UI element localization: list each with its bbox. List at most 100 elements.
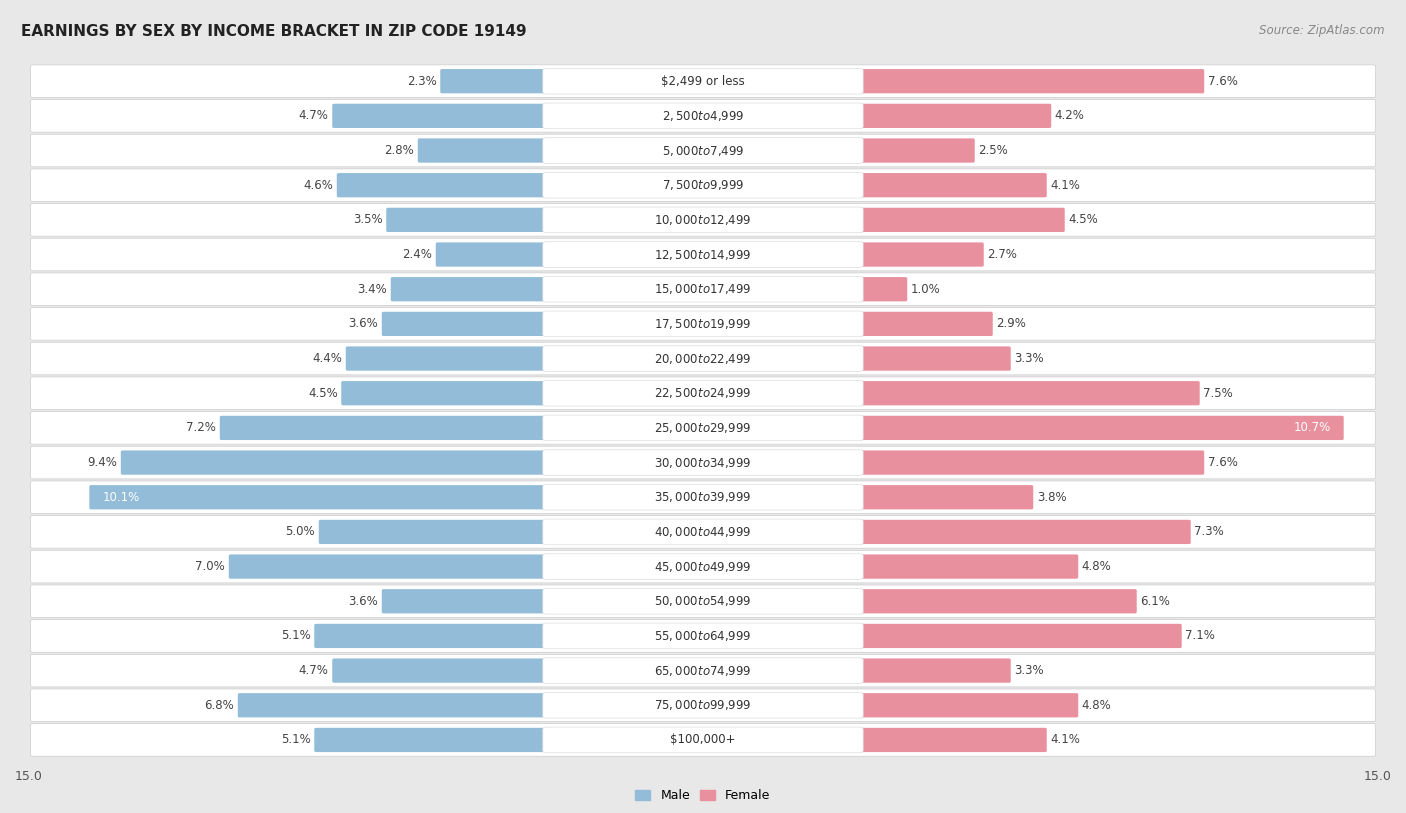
FancyBboxPatch shape bbox=[543, 103, 863, 128]
FancyBboxPatch shape bbox=[31, 585, 1375, 618]
FancyBboxPatch shape bbox=[315, 624, 547, 648]
FancyBboxPatch shape bbox=[543, 519, 863, 545]
FancyBboxPatch shape bbox=[859, 624, 1181, 648]
FancyBboxPatch shape bbox=[543, 623, 863, 649]
FancyBboxPatch shape bbox=[543, 485, 863, 510]
Text: $40,000 to $44,999: $40,000 to $44,999 bbox=[654, 525, 752, 539]
FancyBboxPatch shape bbox=[31, 620, 1375, 652]
Text: 6.8%: 6.8% bbox=[204, 699, 235, 711]
FancyBboxPatch shape bbox=[543, 241, 863, 267]
FancyBboxPatch shape bbox=[859, 693, 1078, 717]
Text: 7.0%: 7.0% bbox=[195, 560, 225, 573]
FancyBboxPatch shape bbox=[543, 68, 863, 94]
FancyBboxPatch shape bbox=[31, 134, 1375, 167]
FancyBboxPatch shape bbox=[90, 485, 547, 510]
Text: 3.3%: 3.3% bbox=[1014, 664, 1045, 677]
FancyBboxPatch shape bbox=[31, 411, 1375, 444]
Text: 1.0%: 1.0% bbox=[911, 283, 941, 296]
FancyBboxPatch shape bbox=[543, 693, 863, 718]
FancyBboxPatch shape bbox=[418, 138, 547, 163]
Text: 4.5%: 4.5% bbox=[1069, 213, 1098, 226]
Text: 4.7%: 4.7% bbox=[299, 110, 329, 122]
Text: $45,000 to $49,999: $45,000 to $49,999 bbox=[654, 559, 752, 574]
Text: $22,500 to $24,999: $22,500 to $24,999 bbox=[654, 386, 752, 400]
FancyBboxPatch shape bbox=[31, 203, 1375, 236]
Text: 2.5%: 2.5% bbox=[979, 144, 1008, 157]
Text: 4.7%: 4.7% bbox=[299, 664, 329, 677]
FancyBboxPatch shape bbox=[31, 481, 1375, 514]
FancyBboxPatch shape bbox=[859, 242, 984, 267]
FancyBboxPatch shape bbox=[31, 446, 1375, 479]
FancyBboxPatch shape bbox=[31, 307, 1375, 340]
FancyBboxPatch shape bbox=[337, 173, 547, 198]
Text: 4.4%: 4.4% bbox=[312, 352, 342, 365]
FancyBboxPatch shape bbox=[31, 273, 1375, 306]
FancyBboxPatch shape bbox=[859, 589, 1136, 613]
FancyBboxPatch shape bbox=[543, 137, 863, 163]
Text: 4.8%: 4.8% bbox=[1081, 560, 1112, 573]
Text: EARNINGS BY SEX BY INCOME BRACKET IN ZIP CODE 19149: EARNINGS BY SEX BY INCOME BRACKET IN ZIP… bbox=[21, 24, 527, 39]
Text: 3.5%: 3.5% bbox=[353, 213, 382, 226]
FancyBboxPatch shape bbox=[859, 104, 1052, 128]
Text: 7.1%: 7.1% bbox=[1185, 629, 1215, 642]
FancyBboxPatch shape bbox=[543, 380, 863, 406]
FancyBboxPatch shape bbox=[859, 69, 1204, 93]
FancyBboxPatch shape bbox=[332, 659, 547, 683]
FancyBboxPatch shape bbox=[387, 208, 547, 232]
FancyBboxPatch shape bbox=[31, 342, 1375, 375]
FancyBboxPatch shape bbox=[342, 381, 547, 406]
Text: 2.7%: 2.7% bbox=[987, 248, 1017, 261]
FancyBboxPatch shape bbox=[382, 311, 547, 336]
FancyBboxPatch shape bbox=[31, 654, 1375, 687]
Text: $55,000 to $64,999: $55,000 to $64,999 bbox=[654, 629, 752, 643]
FancyBboxPatch shape bbox=[31, 515, 1375, 548]
Text: 7.5%: 7.5% bbox=[1204, 387, 1233, 400]
Text: 5.1%: 5.1% bbox=[281, 629, 311, 642]
FancyBboxPatch shape bbox=[543, 276, 863, 302]
FancyBboxPatch shape bbox=[859, 659, 1011, 683]
Text: 4.1%: 4.1% bbox=[1050, 179, 1080, 192]
Text: $100,000+: $100,000+ bbox=[671, 733, 735, 746]
Text: 3.4%: 3.4% bbox=[357, 283, 387, 296]
FancyBboxPatch shape bbox=[229, 554, 547, 579]
Text: $15,000 to $17,499: $15,000 to $17,499 bbox=[654, 282, 752, 296]
FancyBboxPatch shape bbox=[859, 415, 1344, 440]
FancyBboxPatch shape bbox=[859, 728, 1046, 752]
Text: 3.8%: 3.8% bbox=[1036, 491, 1067, 504]
Text: $20,000 to $22,499: $20,000 to $22,499 bbox=[654, 351, 752, 366]
Text: 3.6%: 3.6% bbox=[349, 317, 378, 330]
FancyBboxPatch shape bbox=[382, 589, 547, 613]
FancyBboxPatch shape bbox=[859, 381, 1199, 406]
Text: $5,000 to $7,499: $5,000 to $7,499 bbox=[662, 144, 744, 158]
Text: 7.3%: 7.3% bbox=[1194, 525, 1225, 538]
FancyBboxPatch shape bbox=[543, 554, 863, 580]
Text: 2.3%: 2.3% bbox=[406, 75, 437, 88]
FancyBboxPatch shape bbox=[31, 550, 1375, 583]
FancyBboxPatch shape bbox=[391, 277, 547, 302]
Text: $50,000 to $54,999: $50,000 to $54,999 bbox=[654, 594, 752, 608]
FancyBboxPatch shape bbox=[543, 172, 863, 198]
Text: Source: ZipAtlas.com: Source: ZipAtlas.com bbox=[1260, 24, 1385, 37]
FancyBboxPatch shape bbox=[315, 728, 547, 752]
FancyBboxPatch shape bbox=[859, 138, 974, 163]
Text: 5.1%: 5.1% bbox=[281, 733, 311, 746]
FancyBboxPatch shape bbox=[859, 520, 1191, 544]
FancyBboxPatch shape bbox=[859, 346, 1011, 371]
FancyBboxPatch shape bbox=[31, 238, 1375, 271]
FancyBboxPatch shape bbox=[543, 450, 863, 476]
Text: 3.6%: 3.6% bbox=[349, 595, 378, 608]
Text: $65,000 to $74,999: $65,000 to $74,999 bbox=[654, 663, 752, 677]
Text: $2,500 to $4,999: $2,500 to $4,999 bbox=[662, 109, 744, 123]
FancyBboxPatch shape bbox=[859, 554, 1078, 579]
FancyBboxPatch shape bbox=[543, 346, 863, 372]
Text: 7.6%: 7.6% bbox=[1208, 75, 1237, 88]
FancyBboxPatch shape bbox=[859, 311, 993, 336]
Text: $7,500 to $9,999: $7,500 to $9,999 bbox=[662, 178, 744, 192]
FancyBboxPatch shape bbox=[543, 589, 863, 614]
FancyBboxPatch shape bbox=[319, 520, 547, 544]
Text: 7.6%: 7.6% bbox=[1208, 456, 1237, 469]
FancyBboxPatch shape bbox=[31, 724, 1375, 756]
Text: 7.2%: 7.2% bbox=[187, 421, 217, 434]
Text: $2,499 or less: $2,499 or less bbox=[661, 75, 745, 88]
FancyBboxPatch shape bbox=[346, 346, 547, 371]
